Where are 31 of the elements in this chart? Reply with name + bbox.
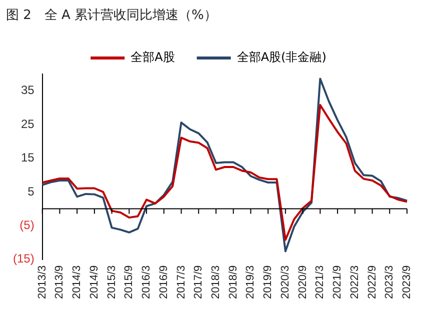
x-tick-label: 2014/3 [71,265,84,300]
x-tick-label: 2020/3 [279,265,292,300]
x-tick-label: 2013/3 [36,265,48,300]
y-tick-label: (15) [12,252,34,266]
x-tick-label: 2019/3 [244,265,257,300]
x-tick-label: 2016/3 [140,265,153,300]
x-tick-label: 2022/3 [348,265,361,300]
y-tick-label: 35 [20,83,35,98]
y-tick-label: 5 [28,184,35,198]
chart-title: 图 2 全 A 累计营收同比增速（%） [6,7,217,24]
x-tick-label: 2015/3 [106,265,118,300]
legend-label: 全部A股 [130,50,175,64]
x-tick-label: 2021/3 [314,265,326,300]
x-tick-label: 2020/9 [296,265,309,300]
x-tick-label: 2013/9 [54,265,66,300]
x-tick-label: 2021/9 [332,265,344,300]
x-tick-label: 2015/9 [123,265,136,300]
x-tick-label: 2018/3 [210,265,222,300]
y-tick-label: 15 [20,150,35,165]
x-tick-label: 2023/3 [384,265,396,300]
y-tick-label: (5) [20,218,34,232]
y-tick-label: 25 [20,116,35,131]
x-tick-label: 2016/9 [158,265,170,300]
x-tick-label: 2017/3 [175,265,188,300]
legend-label: 全部A股(非金融) [236,50,326,64]
x-tick-label: 2018/9 [227,265,240,300]
x-tick-label: 2023/9 [401,265,414,300]
x-tick-label: 2017/9 [192,265,205,300]
x-tick-label: 2022/9 [366,265,378,300]
x-tick-label: 2014/9 [88,265,100,300]
x-tick-label: 2019/9 [262,265,274,300]
